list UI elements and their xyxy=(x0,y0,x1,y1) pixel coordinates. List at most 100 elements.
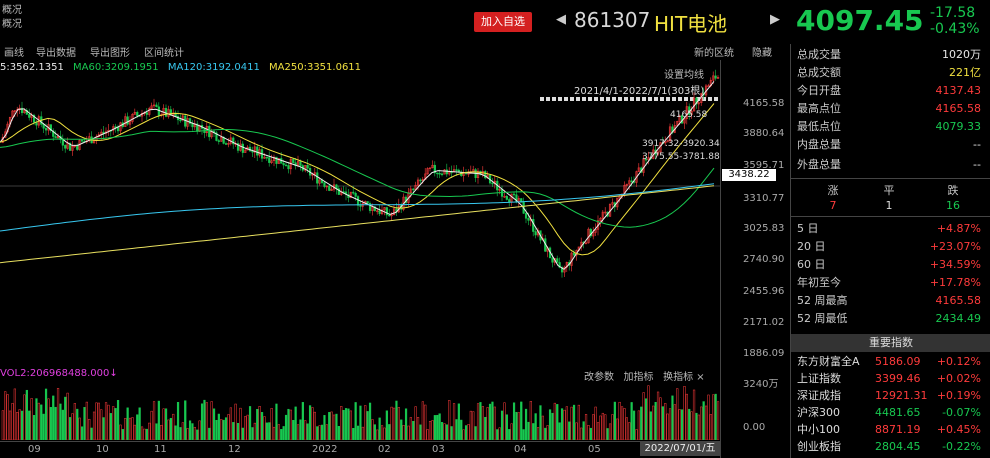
volume-bar xyxy=(534,413,537,440)
export-chart-button[interactable]: 导出图形 xyxy=(90,48,130,59)
volume-bar xyxy=(577,404,580,440)
candle xyxy=(572,252,576,256)
candle xyxy=(292,158,295,164)
volume-bar xyxy=(479,402,482,440)
volume-bar xyxy=(18,409,21,440)
volume-bar xyxy=(649,411,652,440)
y-tick: 3595.71 xyxy=(743,160,785,171)
kline-chart[interactable]: 4165.58 3917.32-3920.34 3775.55-3781.88 xyxy=(0,60,720,364)
volume-bar xyxy=(361,426,364,440)
ma250-label: MA250:3351.0611 xyxy=(269,62,362,73)
volume-bar xyxy=(404,408,408,440)
period-value: +17.78% xyxy=(929,276,981,289)
candle xyxy=(164,107,168,117)
volume-bar xyxy=(448,400,451,440)
volume-bar xyxy=(402,425,405,440)
candle xyxy=(155,104,158,108)
volume-bar xyxy=(604,414,607,440)
prev-stock-arrow-icon[interactable]: ◀ xyxy=(556,12,566,27)
volume-bar xyxy=(632,410,636,440)
candle xyxy=(179,119,182,122)
volume-bar xyxy=(203,399,206,440)
candle xyxy=(323,182,326,187)
volume-bar xyxy=(637,410,640,440)
index-row[interactable]: 创业板指 2804.45 -0.22% xyxy=(797,439,981,454)
candle xyxy=(503,195,506,198)
volume-bar xyxy=(328,412,331,440)
candle xyxy=(52,130,55,137)
volume-bar xyxy=(71,413,74,440)
volume-bar xyxy=(704,405,708,440)
volume-bar xyxy=(112,406,115,440)
volume-bar xyxy=(512,402,516,440)
annotation-2: 3775.55-3781.88 xyxy=(642,152,720,162)
hide-button[interactable]: 隐藏 xyxy=(752,48,772,59)
switch-indicator-button[interactable]: 换指标 xyxy=(663,372,694,383)
add-indicator-button[interactable]: 加指标 xyxy=(623,372,654,383)
range-stats-button[interactable]: 区间统计 xyxy=(144,48,184,59)
ma-settings-button[interactable]: 设置均线 xyxy=(664,70,704,81)
volume-chart[interactable] xyxy=(0,380,720,440)
volume-bar xyxy=(20,410,24,440)
candle xyxy=(716,77,720,79)
close-icon[interactable]: × xyxy=(696,372,705,383)
candle xyxy=(359,205,362,207)
index-row[interactable]: 深证成指 12921.31 +0.19% xyxy=(797,388,981,403)
range-scrollbar[interactable] xyxy=(540,97,718,101)
volume-bar xyxy=(476,403,480,440)
volume-bar xyxy=(613,401,616,440)
candle xyxy=(241,143,244,153)
side-labels: 概况 概况 xyxy=(2,4,22,32)
volume-bar xyxy=(671,395,674,440)
volume-bar xyxy=(709,414,712,440)
candle xyxy=(685,106,688,119)
index-row[interactable]: 中小100 8871.19 +0.45% xyxy=(797,422,981,437)
volume-bar xyxy=(635,429,638,440)
draw-line-button[interactable]: 画线 xyxy=(4,48,24,59)
candle xyxy=(131,114,134,122)
candle xyxy=(366,201,369,204)
volume-bar xyxy=(244,416,247,440)
new-range-button[interactable]: 新的区统 xyxy=(694,48,734,59)
candle xyxy=(419,179,422,182)
stat-row: 总成交额 221亿 xyxy=(797,64,981,81)
volume-bar xyxy=(61,409,64,440)
volume-bar xyxy=(484,416,487,440)
next-stock-arrow-icon[interactable]: ▶ xyxy=(770,12,780,27)
volume-bar xyxy=(620,406,624,440)
volume-bar xyxy=(44,388,48,440)
volume-bar xyxy=(155,423,158,440)
index-change: +0.19% xyxy=(936,389,981,402)
export-data-button[interactable]: 导出数据 xyxy=(36,48,76,59)
candle xyxy=(426,168,429,175)
index-row[interactable]: 上证指数 3399.46 +0.02% xyxy=(797,371,981,386)
candle xyxy=(354,192,357,197)
index-row[interactable]: 东方财富全A 5186.09 +0.12% xyxy=(797,354,981,369)
volume-bar xyxy=(596,422,600,440)
stat-key: 总成交额 xyxy=(797,66,841,79)
x-tick: 2022 xyxy=(312,444,338,455)
volume-bar xyxy=(316,426,319,440)
edit-params-button[interactable]: 改参数 xyxy=(584,372,614,383)
candle xyxy=(232,137,235,145)
volume-bar xyxy=(92,411,96,440)
volume-bar xyxy=(426,429,429,440)
side-label[interactable]: 概况 xyxy=(2,5,22,16)
index-row[interactable]: 沪深300 4481.65 -0.07% xyxy=(797,405,981,420)
ma-legend: 5:3562.1351 MA60:3209.1951 MA120:3192.04… xyxy=(0,62,367,73)
candle xyxy=(656,151,660,155)
side-label[interactable]: 概况 xyxy=(2,19,22,30)
add-to-watchlist-button[interactable]: 加入自选 xyxy=(474,12,532,32)
volume-bar xyxy=(551,412,554,440)
candle xyxy=(304,165,307,171)
stat-value: -- xyxy=(973,158,981,171)
candle xyxy=(368,203,372,211)
volume-bar xyxy=(263,416,266,440)
volume-bar xyxy=(179,427,182,440)
volume-bar xyxy=(301,402,304,440)
volume-bar xyxy=(491,401,494,440)
volume-bar xyxy=(496,429,499,440)
candle xyxy=(133,112,136,115)
volume-bar xyxy=(378,417,381,440)
candle xyxy=(532,218,535,232)
